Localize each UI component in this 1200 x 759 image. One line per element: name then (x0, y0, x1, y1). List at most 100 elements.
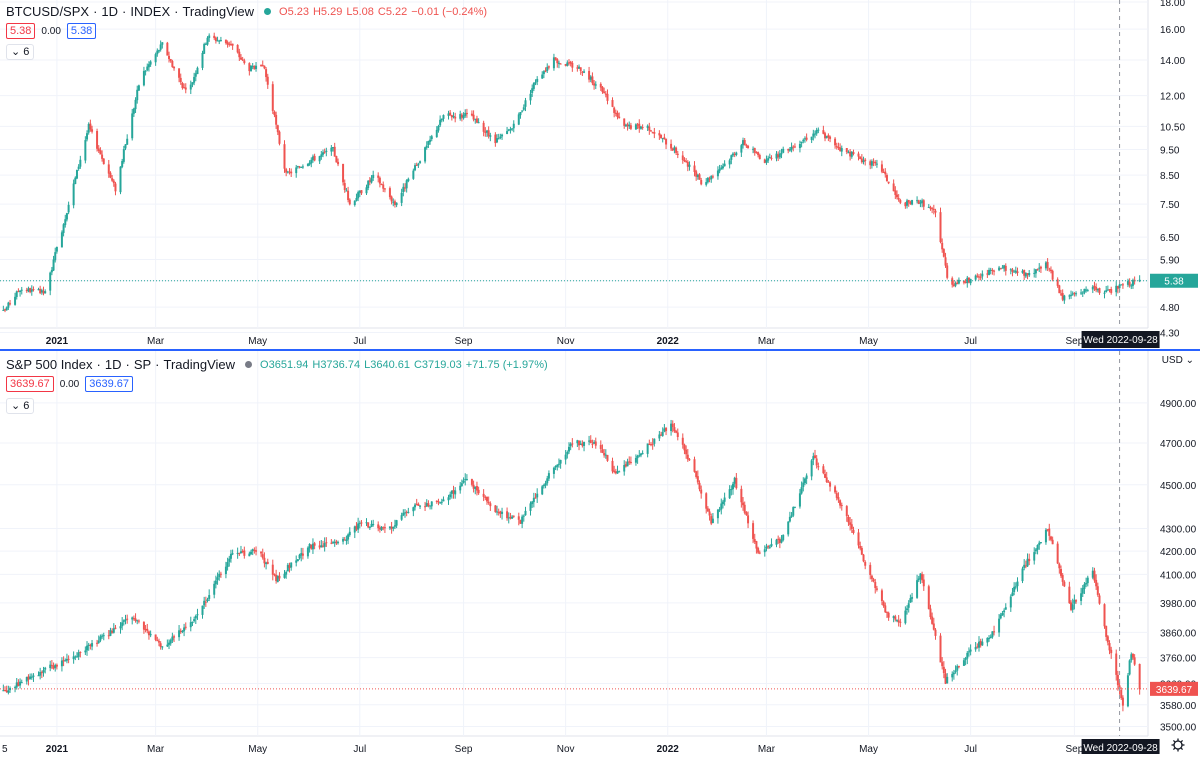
candle-body (557, 62, 560, 64)
top-bid-box[interactable]: 5.38 (6, 23, 36, 39)
candle-body (214, 37, 217, 41)
candle-body (168, 642, 171, 645)
top-ask-box[interactable]: 5.38 (66, 23, 97, 39)
candle-body (144, 629, 147, 631)
candle-body (578, 66, 581, 69)
candle-body (847, 516, 850, 523)
top-indicators-toggle-button[interactable]: ⌄ 6 (6, 44, 35, 60)
candle-body (907, 200, 910, 203)
candle-body (189, 84, 192, 90)
candle-body (196, 67, 199, 75)
top-chart-pane[interactable]: 18.00 16.00 14.00 12.00 10.50 9.50 8.50 7.50 6.5… (0, 0, 1200, 349)
candle-body (360, 190, 363, 194)
bottom-x-tick-label-partial: 5 (2, 744, 8, 754)
candle-body (156, 50, 159, 55)
candle-body (295, 560, 298, 563)
candle-body (1051, 539, 1054, 545)
candle-body (775, 153, 778, 159)
candle-body (1071, 604, 1074, 610)
candle-body (1004, 607, 1007, 610)
candle-body (266, 76, 269, 85)
top-interval[interactable]: 1D (101, 4, 119, 19)
bottom-chart-pane[interactable]: 4900.00 4700.00 4500.00 4300.00 4200.00 4100.… (0, 349, 1200, 756)
candle-body (805, 475, 808, 479)
candle-body (944, 257, 947, 266)
candle-body (780, 539, 783, 543)
candle-body (653, 438, 656, 444)
candle-body (728, 489, 731, 499)
top-chart-canvas[interactable]: 18.00 16.00 14.00 12.00 10.50 9.50 8.50 7.50 6.5… (0, 0, 1200, 349)
candle-body (460, 114, 463, 118)
candle-body (332, 542, 335, 544)
candle-body (1091, 286, 1094, 290)
candle-body (87, 644, 90, 646)
candle-body (663, 428, 666, 432)
candle-body (1081, 292, 1084, 294)
candle-body (383, 188, 386, 190)
candle-body (147, 64, 150, 68)
candle-body (507, 517, 510, 519)
currency-selector[interactable]: USD ⌄ (1162, 355, 1194, 366)
candle-body (229, 553, 232, 559)
candle-body (464, 112, 467, 116)
bottom-ask-box[interactable]: 3639.67 (85, 376, 133, 392)
bottom-separator-3: · (155, 357, 160, 372)
bottom-chart-canvas[interactable]: 4900.00 4700.00 4500.00 4300.00 4200.00 4100.… (0, 351, 1200, 756)
candle-body (1085, 582, 1088, 585)
bottom-indicators-toggle-button[interactable]: ⌄ 6 (6, 398, 35, 414)
candle-body (65, 213, 68, 220)
candle-body (870, 575, 873, 579)
candle-body (273, 111, 276, 116)
candle-body (425, 145, 428, 148)
candle-body (323, 151, 326, 153)
candle-body (747, 515, 750, 524)
candle-body (894, 616, 897, 620)
candle-body (255, 550, 258, 552)
candle-body (991, 270, 994, 272)
chevron-down-icon: ⌄ (11, 46, 21, 58)
candle-body (1063, 295, 1066, 301)
candle-body (941, 242, 944, 250)
candle-body (1096, 288, 1099, 291)
candle-body (166, 644, 169, 647)
candle-body (231, 43, 234, 46)
candle-body (171, 60, 174, 67)
candle-body (641, 127, 644, 129)
candle-body (243, 60, 246, 64)
top-low: L5.08 (346, 5, 374, 18)
candle-body (941, 662, 944, 667)
currency-label: USD (1161, 355, 1183, 366)
bottom-bid-box[interactable]: 3639.67 (6, 376, 54, 392)
candle-body (815, 129, 818, 134)
top-symbol[interactable]: BTCUSD/SPX (6, 4, 90, 19)
bottom-y-tick-label: 3860.00 (1160, 628, 1197, 639)
candle-body (99, 636, 102, 641)
candle-body (407, 511, 410, 513)
candle-body (226, 562, 229, 568)
candle-body (839, 147, 842, 151)
candle-body (921, 574, 924, 581)
candle-body (439, 502, 442, 504)
candle-body (365, 522, 368, 524)
candle-body (415, 503, 418, 505)
bottom-interval[interactable]: 1D (104, 357, 122, 372)
candle-body (427, 503, 430, 506)
candle-body (512, 515, 515, 517)
candle-body (318, 545, 321, 548)
candle-body (755, 541, 758, 549)
candle-body (283, 573, 286, 578)
candle-body (778, 538, 781, 543)
gear-icon[interactable] (1171, 738, 1185, 752)
candle-body (147, 631, 150, 636)
candle-body (184, 626, 187, 628)
candle-body (365, 187, 368, 194)
bottom-symbol[interactable]: S&P 500 Index (6, 357, 93, 372)
candle-body (168, 55, 171, 59)
candle-body (1038, 267, 1041, 269)
candle-body (425, 503, 428, 507)
candle-body (355, 525, 358, 530)
candle-body (603, 452, 606, 456)
candle-body (395, 202, 398, 206)
candle-body (1098, 288, 1101, 294)
candle-body (485, 496, 488, 502)
